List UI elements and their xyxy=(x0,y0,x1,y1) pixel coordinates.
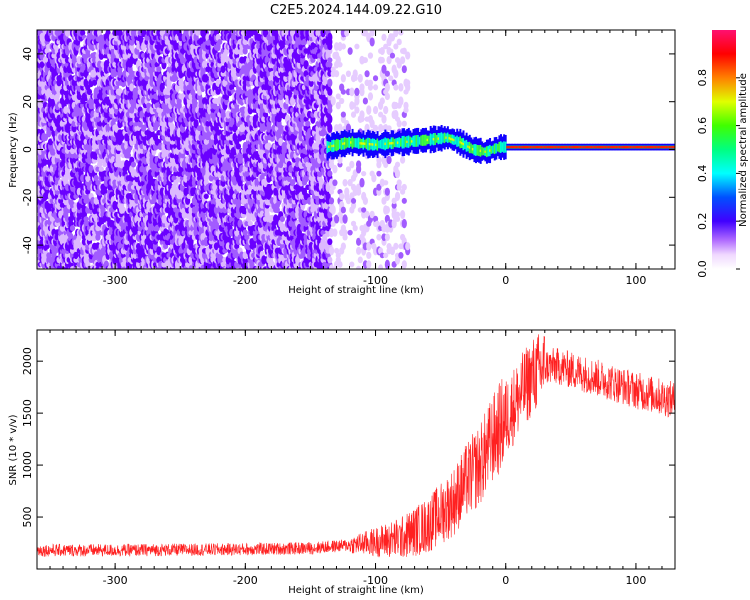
spectrogram-cell xyxy=(44,243,50,250)
spectrogram-cell xyxy=(83,216,89,222)
spectrogram-cell xyxy=(71,207,77,213)
spectrogram-cell xyxy=(47,202,54,209)
spectrogram-cells xyxy=(37,30,411,269)
spectrogram-cell xyxy=(58,197,64,204)
spectrogram-cell xyxy=(53,247,59,254)
figure-title: C2E5.2024.144.09.22.G10 xyxy=(270,3,442,18)
spectrogram-cell xyxy=(245,189,252,195)
spectrogram-cell xyxy=(63,106,69,114)
spectrogram-cell xyxy=(217,38,223,45)
spectrogram-cell xyxy=(39,61,45,68)
spectrogram-cell xyxy=(98,130,104,136)
spectrogram-cell xyxy=(91,79,98,86)
spectrogram-cell xyxy=(93,197,99,205)
spectrogram-cell xyxy=(98,166,104,172)
spectrogram-cell xyxy=(97,134,103,141)
spectrogram-cell xyxy=(103,111,109,119)
spectrogram-cell xyxy=(69,247,76,254)
spectrogram-cell xyxy=(95,233,101,241)
spectrogram-cell xyxy=(80,30,86,36)
spectrogram-cell xyxy=(56,84,62,91)
spectrogram-cell xyxy=(247,220,253,227)
spectrogram-cell xyxy=(69,225,76,232)
spectrogram-cell xyxy=(203,193,209,200)
spectrogram-cell xyxy=(86,88,93,96)
spectrogram-cell xyxy=(73,251,79,260)
spectrogram-cell xyxy=(46,88,52,96)
spectrogram-cell xyxy=(76,56,82,65)
spectrogram-cell xyxy=(69,147,76,155)
spectrogram-cell xyxy=(93,174,99,182)
spectrogram-cell xyxy=(56,124,62,133)
spectrogram-cell xyxy=(93,251,99,260)
spectrogram-cell xyxy=(88,124,94,132)
spectrogram-cell xyxy=(156,66,162,73)
spectrogram-cell xyxy=(49,216,55,223)
